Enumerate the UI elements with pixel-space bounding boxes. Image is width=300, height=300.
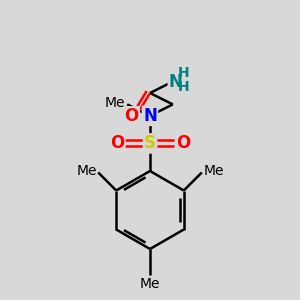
Text: N: N xyxy=(143,107,157,125)
Text: Me: Me xyxy=(104,96,125,110)
Text: S: S xyxy=(144,134,156,152)
Text: Me: Me xyxy=(76,164,97,178)
Text: O: O xyxy=(176,134,190,152)
Text: Me: Me xyxy=(140,278,160,292)
Text: Me: Me xyxy=(203,164,224,178)
Text: N: N xyxy=(169,73,183,91)
Text: H: H xyxy=(178,80,189,94)
Text: O: O xyxy=(124,107,139,125)
Text: H: H xyxy=(178,66,189,80)
Text: O: O xyxy=(110,134,124,152)
